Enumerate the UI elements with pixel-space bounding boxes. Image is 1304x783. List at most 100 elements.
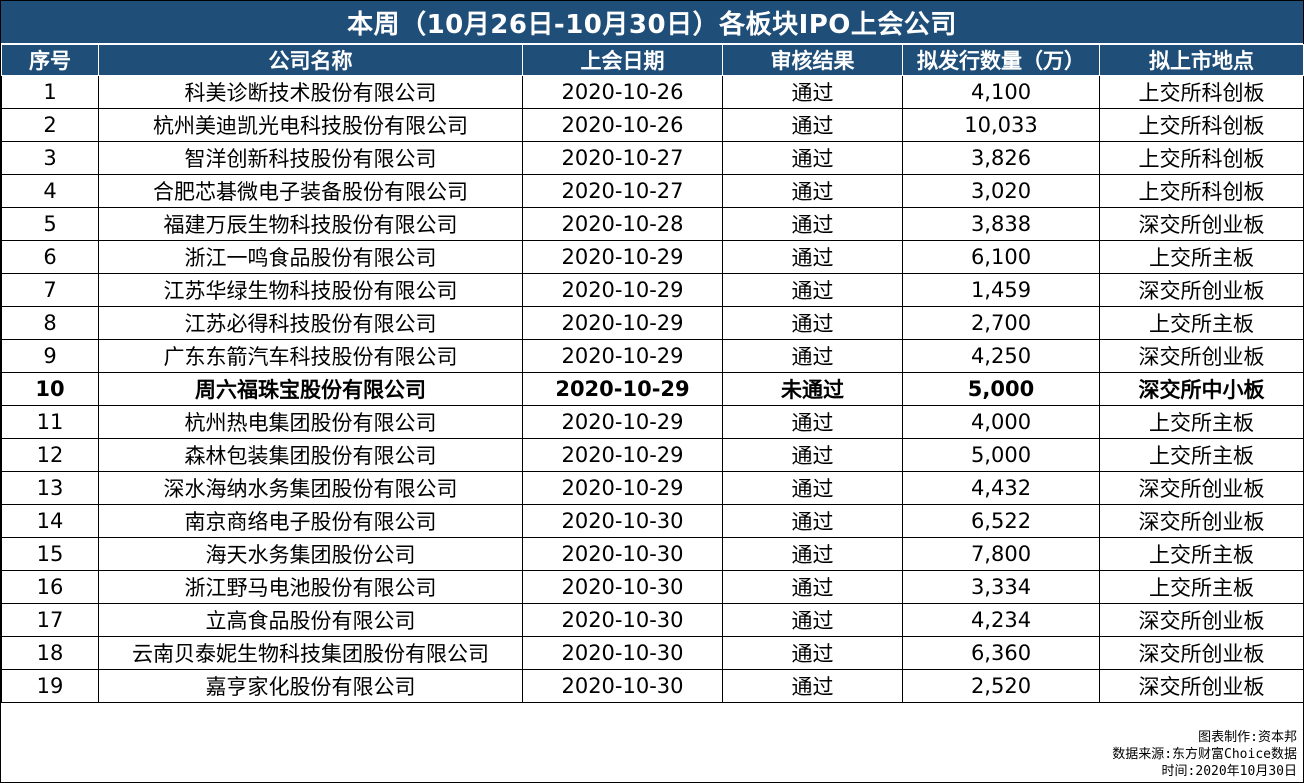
cell-date: 2020-10-30 <box>522 570 723 604</box>
cell-shares: 3,334 <box>902 570 1100 604</box>
cell-shares: 4,432 <box>902 471 1100 505</box>
cell-company: 江苏必得科技股份有限公司 <box>98 306 523 340</box>
table-row: 13 深水海纳水务集团股份有限公司 2020-10-29 通过 4,432 深交所创业板 <box>1 471 1304 505</box>
cell-result: 通过 <box>722 108 903 142</box>
cell-shares: 3,826 <box>902 141 1100 175</box>
cell-result: 通过 <box>722 504 903 538</box>
cell-company: 杭州热电集团股份有限公司 <box>98 405 523 439</box>
cell-no: 10 <box>1 372 99 406</box>
table-row: 19 嘉亨家化股份有限公司 2020-10-30 通过 2,520 深交所创业板 <box>1 669 1304 703</box>
cell-no: 17 <box>1 603 99 637</box>
cell-result: 通过 <box>722 537 903 571</box>
cell-result: 通过 <box>722 570 903 604</box>
table-row: 15 海天水务集团股份公司 2020-10-30 通过 7,800 上交所主板 <box>1 537 1304 571</box>
cell-venue: 上交所科创板 <box>1099 108 1304 142</box>
cell-no: 15 <box>1 537 99 571</box>
cell-result: 通过 <box>722 438 903 472</box>
cell-no: 8 <box>1 306 99 340</box>
ipo-table: 序号 公司名称 上会日期 审核结果 拟发行数量（万） 拟上市地点 1 科美诊断技术… <box>1 44 1304 703</box>
header-date: 上会日期 <box>522 44 723 76</box>
cell-shares: 4,234 <box>902 603 1100 637</box>
cell-shares: 2,700 <box>902 306 1100 340</box>
cell-shares: 3,838 <box>902 207 1100 241</box>
cell-company: 海天水务集团股份公司 <box>98 537 523 571</box>
footer-source: 数据来源:东方财富Choice数据 <box>1112 747 1297 762</box>
cell-venue: 上交所主板 <box>1099 306 1304 340</box>
header-venue: 拟上市地点 <box>1099 44 1304 76</box>
table-row: 14 南京商络电子股份有限公司 2020-10-30 通过 6,522 深交所创业板 <box>1 504 1304 538</box>
cell-venue: 深交所创业板 <box>1099 471 1304 505</box>
cell-no: 7 <box>1 273 99 307</box>
cell-result: 通过 <box>722 240 903 274</box>
cell-venue: 上交所主板 <box>1099 537 1304 571</box>
cell-no: 12 <box>1 438 99 472</box>
table-row: 17 立高食品股份有限公司 2020-10-30 通过 4,234 深交所创业板 <box>1 603 1304 637</box>
footer-notes: 图表制作:资本邦 数据来源:东方财富Choice数据 时间:2020年10月30… <box>1112 729 1297 780</box>
table-title: 本周（10月26日-10月30日）各板块IPO上会公司 <box>1 1 1303 44</box>
cell-venue: 深交所创业板 <box>1099 669 1304 703</box>
cell-shares: 7,800 <box>902 537 1100 571</box>
cell-no: 9 <box>1 339 99 373</box>
cell-no: 13 <box>1 471 99 505</box>
cell-date: 2020-10-28 <box>522 207 723 241</box>
cell-company: 南京商络电子股份有限公司 <box>98 504 523 538</box>
cell-no: 18 <box>1 636 99 670</box>
cell-no: 1 <box>1 75 99 109</box>
cell-result: 通过 <box>722 669 903 703</box>
header-no: 序号 <box>1 44 99 76</box>
cell-venue: 深交所创业板 <box>1099 339 1304 373</box>
cell-result: 通过 <box>722 405 903 439</box>
table-row: 4 合肥芯碁微电子装备股份有限公司 2020-10-27 通过 3,020 上交所科创板 <box>1 174 1304 208</box>
cell-result: 通过 <box>722 471 903 505</box>
table-row: 11 杭州热电集团股份有限公司 2020-10-29 通过 4,000 上交所主板 <box>1 405 1304 439</box>
table-row: 8 江苏必得科技股份有限公司 2020-10-29 通过 2,700 上交所主板 <box>1 306 1304 340</box>
cell-result: 通过 <box>722 603 903 637</box>
cell-date: 2020-10-29 <box>522 273 723 307</box>
cell-no: 4 <box>1 174 99 208</box>
cell-no: 5 <box>1 207 99 241</box>
cell-company: 浙江野马电池股份有限公司 <box>98 570 523 604</box>
cell-company: 云南贝泰妮生物科技集团股份有限公司 <box>98 636 523 670</box>
table-row: 18 云南贝泰妮生物科技集团股份有限公司 2020-10-30 通过 6,360 深交所创… <box>1 636 1304 670</box>
table-row: 10 周六福珠宝股份有限公司 2020-10-29 未通过 5,000 深交所中小板 <box>1 372 1304 406</box>
cell-venue: 上交所主板 <box>1099 570 1304 604</box>
cell-date: 2020-10-30 <box>522 636 723 670</box>
cell-shares: 5,000 <box>902 438 1100 472</box>
footer-date: 时间:2020年10月30日 <box>1161 764 1297 779</box>
cell-no: 3 <box>1 141 99 175</box>
cell-date: 2020-10-27 <box>522 174 723 208</box>
cell-no: 2 <box>1 108 99 142</box>
cell-date: 2020-10-29 <box>522 240 723 274</box>
cell-company: 科美诊断技术股份有限公司 <box>98 75 523 109</box>
header-result: 审核结果 <box>722 44 903 76</box>
cell-shares: 4,100 <box>902 75 1100 109</box>
cell-shares: 3,020 <box>902 174 1100 208</box>
cell-venue: 深交所创业板 <box>1099 603 1304 637</box>
header-company: 公司名称 <box>98 44 523 76</box>
cell-no: 16 <box>1 570 99 604</box>
cell-venue: 上交所主板 <box>1099 240 1304 274</box>
cell-venue: 上交所主板 <box>1099 405 1304 439</box>
cell-shares: 4,000 <box>902 405 1100 439</box>
cell-date: 2020-10-29 <box>522 471 723 505</box>
cell-venue: 上交所科创板 <box>1099 174 1304 208</box>
cell-no: 6 <box>1 240 99 274</box>
table-row: 2 杭州美迪凯光电科技股份有限公司 2020-10-26 通过 10,033 上交所科创板 <box>1 108 1304 142</box>
cell-shares: 1,459 <box>902 273 1100 307</box>
footer-author: 图表制作:资本邦 <box>1198 730 1297 745</box>
cell-company: 浙江一鸣食品股份有限公司 <box>98 240 523 274</box>
cell-company: 立高食品股份有限公司 <box>98 603 523 637</box>
header-row: 序号 公司名称 上会日期 审核结果 拟发行数量（万） 拟上市地点 <box>1 44 1304 76</box>
cell-shares: 2,520 <box>902 669 1100 703</box>
cell-result: 通过 <box>722 174 903 208</box>
cell-venue: 上交所科创板 <box>1099 141 1304 175</box>
cell-company: 深水海纳水务集团股份有限公司 <box>98 471 523 505</box>
cell-no: 14 <box>1 504 99 538</box>
cell-date: 2020-10-30 <box>522 669 723 703</box>
cell-company: 周六福珠宝股份有限公司 <box>98 372 523 406</box>
table-row: 3 智洋创新科技股份有限公司 2020-10-27 通过 3,826 上交所科创板 <box>1 141 1304 175</box>
cell-result: 通过 <box>722 273 903 307</box>
cell-company: 杭州美迪凯光电科技股份有限公司 <box>98 108 523 142</box>
cell-venue: 深交所创业板 <box>1099 207 1304 241</box>
